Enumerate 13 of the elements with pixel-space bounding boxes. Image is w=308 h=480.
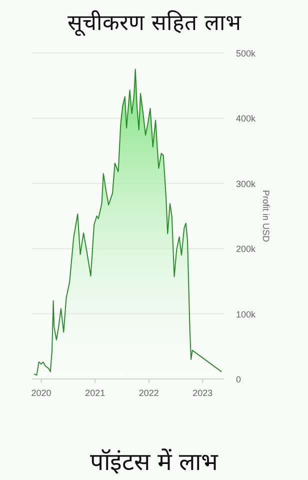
y-tick-label: 300k [236,178,256,189]
y-tick-label: 400k [236,114,256,124]
x-axis-title: पॉइंटस में लाभ [90,448,220,476]
x-tick-label: 2020 [31,388,52,398]
y-tick-label: 500k [236,48,256,58]
y-tick-label: 200k [236,244,256,254]
chart-title: सूचीकरण सहित लाभ [68,10,242,37]
x-tick-label: 2022 [138,388,159,398]
x-tick-label: 2023 [192,388,213,398]
x-tick-label: 2021 [85,388,106,398]
y-tick-label: 100k [236,309,256,320]
y-axis-title: Profit in USD [261,190,271,243]
y-tick-label: 0 [236,374,242,384]
